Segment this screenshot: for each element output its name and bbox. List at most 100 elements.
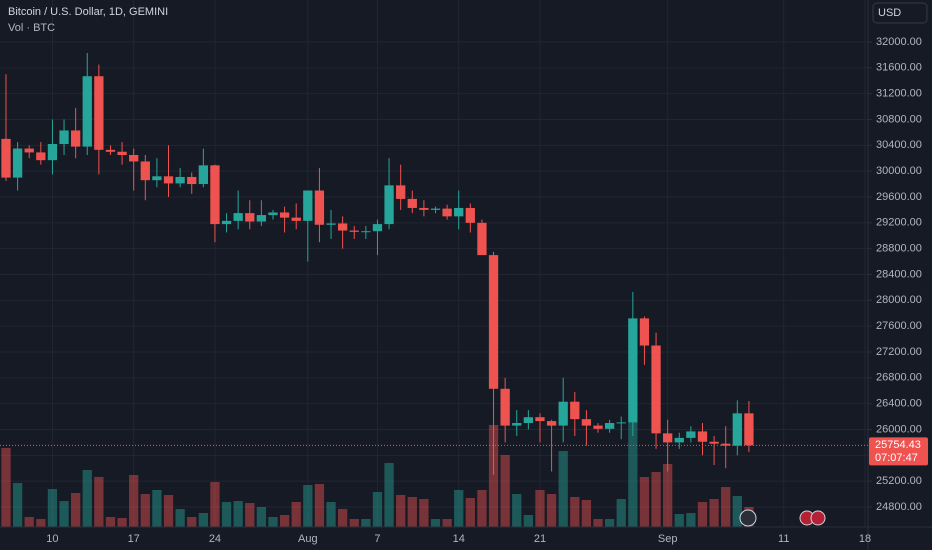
volume-bar [500, 455, 510, 527]
candle-body [129, 155, 139, 162]
volume-bar [697, 502, 708, 527]
x-tick-label: Aug [298, 533, 318, 545]
candle-body [245, 213, 255, 222]
candle-body [396, 185, 406, 199]
candle-body [314, 190, 325, 225]
y-tick-label: 30800.00 [876, 113, 922, 125]
volume-bar [639, 477, 650, 527]
volume-bar [82, 470, 92, 527]
candle-body [59, 130, 69, 145]
volume-bar [12, 483, 23, 527]
volume-bar [163, 495, 174, 527]
volume-bar [535, 490, 545, 527]
volume-bar [419, 499, 429, 527]
candle-body [744, 413, 754, 446]
volume-bar [604, 519, 615, 527]
candle-body [12, 148, 23, 178]
candle-body [523, 417, 534, 424]
volume-bar [477, 490, 487, 527]
volume-bar [372, 492, 383, 527]
candle-body [175, 176, 185, 184]
x-tick-label: 7 [374, 533, 380, 545]
volume-bar [36, 519, 46, 527]
candle-body [732, 413, 742, 446]
currency[interactable]: USD [878, 7, 901, 19]
volume-bar [721, 487, 731, 527]
candle-body [71, 130, 81, 147]
candle-body [187, 176, 197, 185]
volume-bar [430, 519, 441, 527]
volume-bar [628, 422, 638, 527]
volume-bar [558, 451, 568, 527]
y-tick-label: 31600.00 [876, 62, 922, 74]
y-tick-label: 27200.00 [876, 346, 922, 358]
candle-body [105, 149, 116, 152]
candle-body [337, 223, 348, 231]
candle-body [291, 217, 301, 221]
volume-bar [71, 493, 81, 527]
volume-bar [175, 509, 185, 527]
candle-body [465, 207, 475, 223]
candle-body [221, 220, 232, 225]
volume-bar [616, 499, 626, 527]
volume-bar [674, 514, 684, 527]
candle-body [94, 76, 104, 150]
candle-body [268, 212, 278, 216]
volume-bar [303, 485, 313, 527]
volume-bar [488, 425, 499, 527]
candle-body [36, 152, 46, 161]
chart-title: Bitcoin / U.S. Dollar, 1D, GEMINI [8, 6, 168, 18]
candle-body [604, 423, 615, 429]
candle-body [82, 76, 92, 147]
y-tick-label: 28400.00 [876, 268, 922, 280]
volume-bar [570, 497, 580, 527]
volume-bar [279, 515, 290, 527]
y-tick-label: 29200.00 [876, 217, 922, 229]
candle-body [163, 176, 174, 184]
volume-bar [442, 519, 452, 527]
candle-body [454, 207, 464, 217]
volume-bar [663, 464, 673, 527]
volume-bar [94, 477, 104, 527]
volume-bar [198, 513, 208, 527]
candle-body [546, 421, 557, 426]
y-tick-label: 28000.00 [876, 294, 922, 306]
y-tick-label: 27600.00 [876, 320, 922, 332]
candle-body [326, 223, 336, 225]
x-tick-label: 21 [534, 533, 546, 545]
volume-bar [59, 501, 69, 527]
volume-bar [384, 463, 394, 527]
volume-bar [245, 503, 255, 527]
candle-body [407, 198, 417, 208]
candle-body [384, 185, 394, 225]
volume-bar [465, 498, 475, 527]
axes: 24800.0025200.0025600.0026000.0026400.00… [46, 36, 922, 545]
volume-bar [546, 494, 557, 527]
x-tick-label: Sep [658, 533, 678, 545]
last-price-box [869, 437, 928, 466]
candle-body [628, 318, 638, 423]
candle-body [570, 401, 580, 420]
x-tick-label: 24 [209, 533, 221, 545]
candle-body [674, 437, 684, 443]
x-tick-label: 11 [778, 533, 789, 545]
candle-body [24, 148, 34, 153]
currency-button[interactable] [872, 2, 928, 24]
volume-bar [129, 475, 139, 527]
candle-body [256, 215, 267, 222]
volume-bar [454, 490, 464, 527]
candle-body [117, 151, 127, 155]
volume-bar [361, 519, 371, 527]
candles [1, 52, 754, 475]
candle-body [152, 176, 162, 181]
candle-body [233, 213, 243, 221]
candle-body [709, 441, 719, 444]
candle-body [198, 165, 208, 185]
candle-body [616, 422, 626, 424]
y-tick-label: 31200.00 [876, 88, 922, 100]
event-icon[interactable] [810, 510, 826, 526]
candle-body [361, 231, 371, 233]
event-icon[interactable] [739, 509, 757, 527]
candle-body [558, 401, 568, 426]
volume-bar [221, 502, 232, 527]
